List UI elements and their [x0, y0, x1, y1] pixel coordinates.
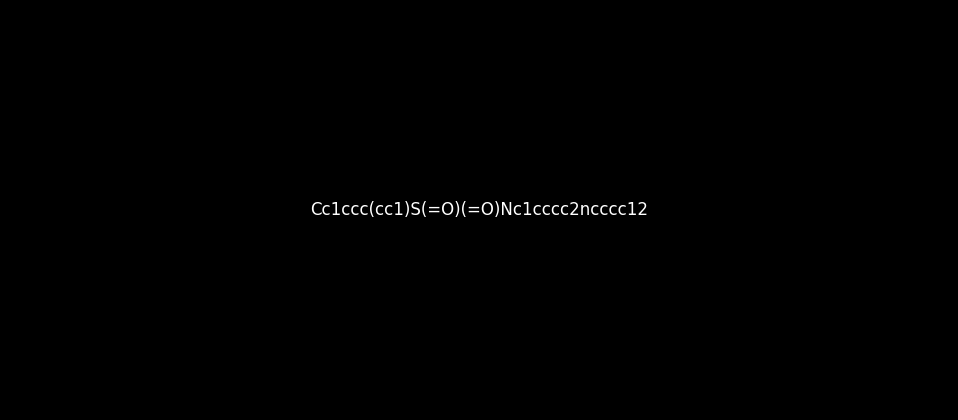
Text: Cc1ccc(cc1)S(=O)(=O)Nc1cccc2ncccc12: Cc1ccc(cc1)S(=O)(=O)Nc1cccc2ncccc12 — [310, 201, 648, 219]
